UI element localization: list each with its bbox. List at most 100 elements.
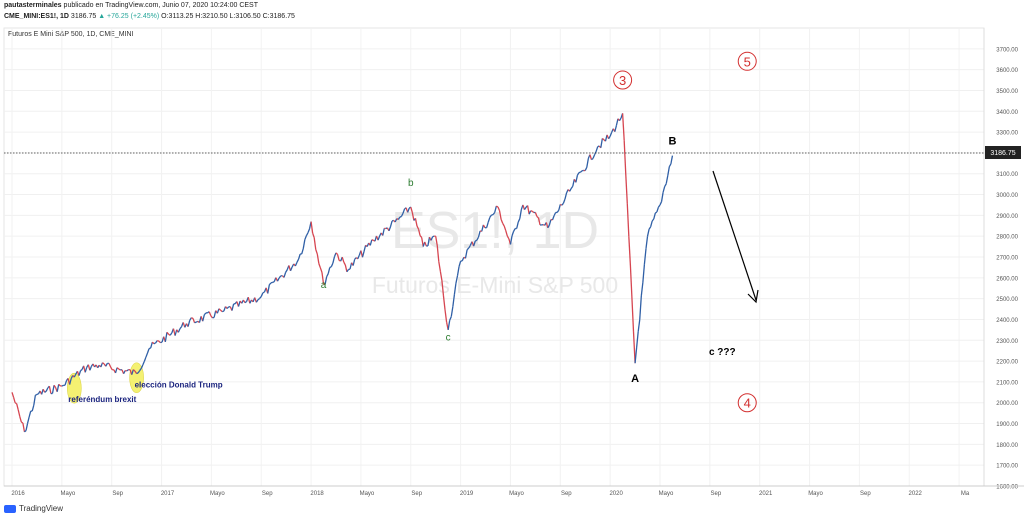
price-segment <box>270 281 273 284</box>
price-segment <box>305 232 309 236</box>
price-segment <box>335 252 339 255</box>
price-segment <box>534 212 538 217</box>
price-segment <box>137 370 141 374</box>
watermark-name: Futuros E-Mini S&P 500 <box>372 272 618 298</box>
price-segment <box>208 311 212 317</box>
price-segment <box>116 367 120 370</box>
price-segment <box>244 300 247 304</box>
price-tick-label: 1900.00 <box>996 422 1018 428</box>
price-segment <box>496 205 499 208</box>
price-segment <box>84 367 88 373</box>
price-segment <box>419 235 423 238</box>
time-tick-label: Mayo <box>61 491 76 497</box>
price-segment <box>237 300 241 307</box>
price-segment <box>572 179 575 187</box>
price-segment <box>102 362 105 365</box>
price-segment <box>218 308 222 311</box>
price-segment <box>108 363 112 368</box>
price-segment <box>247 297 251 304</box>
price-segment <box>497 206 501 211</box>
price-segment <box>56 384 60 392</box>
price-segment <box>289 266 293 272</box>
price-segment <box>80 368 83 372</box>
price-segment <box>637 319 641 332</box>
price-segment <box>316 253 320 264</box>
price-tick-label: 2300.00 <box>996 339 1018 345</box>
price-segment <box>307 228 311 234</box>
price-segment <box>26 416 30 424</box>
price-segment <box>294 262 298 267</box>
price-segment <box>639 295 642 320</box>
time-axis[interactable]: 2016 Mayo Sep 2017 Mayo Sep 2018 Mayo Sep 2019 May… <box>4 485 1024 497</box>
price-segment <box>354 257 357 260</box>
price-segment <box>14 402 18 405</box>
time-tick-label: 2016 <box>11 491 25 497</box>
publisher-name[interactable]: pautasterminales <box>4 2 62 9</box>
price-segment <box>551 215 555 221</box>
wave-label-3: 3 <box>619 73 626 88</box>
price-segment <box>352 259 356 266</box>
symbol-name[interactable]: CME_MINI:ES1!, 1D <box>4 13 69 20</box>
price-segment <box>272 281 275 283</box>
price-tick-label: 2900.00 <box>996 214 1018 220</box>
price-segment <box>556 209 560 213</box>
price-segment <box>195 320 199 323</box>
price-tick-label: 2000.00 <box>996 401 1018 407</box>
price-segment <box>477 230 481 238</box>
price-segment <box>407 207 410 213</box>
annotation-elecci-n-donald-trump: elección Donald Trump <box>135 381 223 390</box>
price-segment <box>632 331 636 364</box>
price-segment <box>629 265 633 299</box>
price-segment <box>668 163 672 167</box>
price-segment <box>12 397 16 403</box>
price-segment <box>502 222 505 227</box>
price-segment <box>664 183 667 187</box>
price-segment <box>164 332 168 342</box>
price-segment <box>35 393 38 396</box>
price-segment <box>421 237 424 247</box>
price-segment <box>151 341 155 345</box>
price-segment <box>388 226 392 232</box>
price-segment <box>20 421 24 424</box>
price-tick-label: 2100.00 <box>996 380 1018 386</box>
price-segment <box>506 235 510 240</box>
price-segment <box>523 206 527 211</box>
price-segment <box>131 369 134 375</box>
price-segment <box>140 364 144 369</box>
price-segment <box>146 348 150 354</box>
annotation-c: c <box>446 332 451 343</box>
price-segment <box>536 216 539 219</box>
price-segment <box>53 384 57 389</box>
price-segment <box>382 228 385 236</box>
price-segment <box>648 226 652 230</box>
price-segment <box>399 215 402 218</box>
price-segment <box>126 369 129 372</box>
price-segment <box>511 231 515 237</box>
price-segment <box>411 212 415 221</box>
price-segment <box>136 372 139 375</box>
price-segment <box>22 423 26 432</box>
price-tick-label: 3000.00 <box>996 193 1018 199</box>
price-segment <box>89 366 93 371</box>
tradingview-brand[interactable]: TradingView <box>4 504 63 513</box>
price-segment <box>646 228 650 237</box>
price-segment <box>417 229 421 236</box>
price-tick-label: 3400.00 <box>996 110 1018 116</box>
annotation-a: A <box>631 373 639 385</box>
price-tick-label: 2700.00 <box>996 256 1018 262</box>
price-axis[interactable]: 1600.00 1700.00 1800.00 1900.00 2000.00 2100.… <box>983 28 1019 491</box>
wave-circle-3 <box>613 70 633 90</box>
price-segment <box>315 249 318 255</box>
price-segment <box>435 236 438 246</box>
price-segment <box>513 228 516 232</box>
price-segment <box>296 258 300 263</box>
price-segment <box>410 206 413 213</box>
price-segment <box>608 135 611 140</box>
time-tick-label: 2020 <box>609 491 623 497</box>
price-segment <box>301 248 304 255</box>
price-change: ▲ +76.25 (+2.45%) <box>98 13 160 20</box>
price-segment <box>346 269 350 273</box>
price-segment <box>492 211 496 215</box>
symbol-line: CME_MINI:ES1!, 1D 3186.75 ▲ +76.25 (+2.4… <box>4 13 295 20</box>
